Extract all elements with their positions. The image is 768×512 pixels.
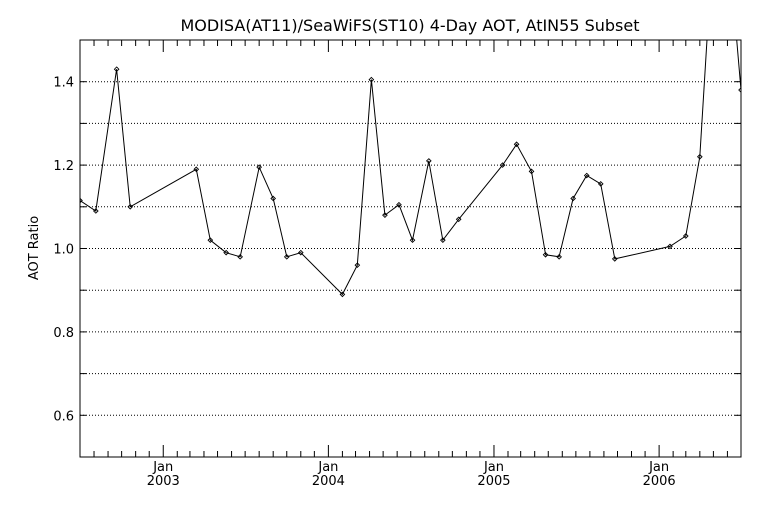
data-point: [283, 254, 290, 260]
data-point: [611, 256, 618, 262]
x-tick-year-label: 2006: [643, 474, 676, 489]
data-point: [193, 166, 200, 173]
data-point: [270, 195, 277, 202]
data-point: [339, 291, 346, 298]
data-point: [425, 158, 432, 164]
data-point: [556, 254, 562, 260]
data-point: [113, 66, 120, 73]
data-point: [682, 233, 689, 239]
data-point: [297, 249, 304, 256]
data-point: [597, 181, 604, 187]
data-point: [92, 208, 99, 214]
data-point: [80, 197, 83, 204]
x-tick-month-label: Jan: [483, 460, 504, 475]
y-axis-label: AOT Ratio: [27, 216, 42, 280]
data-point: [409, 237, 416, 243]
data-point: [528, 168, 535, 175]
data-point: [223, 249, 229, 256]
data-point: [513, 141, 520, 148]
data-point: [237, 254, 243, 260]
data-point: [696, 153, 703, 160]
axis-ticks: [79, 40, 742, 457]
x-tick-month-label: Jan: [317, 460, 338, 475]
series-line: [80, 40, 741, 296]
y-tick-label: 0.8: [53, 326, 74, 341]
data-point: [738, 87, 741, 93]
data-point: [570, 195, 576, 202]
data-point: [256, 164, 262, 171]
data-point: [667, 243, 673, 250]
data-point: [127, 203, 134, 210]
data-point: [396, 201, 402, 208]
x-tick-month-label: Jan: [648, 460, 669, 475]
x-tick-year-label: 2005: [477, 474, 510, 489]
data-point: [734, 29, 738, 33]
grid-lines: [80, 81, 741, 416]
y-tick-label: 1.4: [53, 76, 74, 91]
data-point: [440, 237, 446, 243]
data-point: [583, 172, 590, 179]
series-aot-ratio: [80, 29, 741, 298]
y-tick-label: 1.0: [53, 243, 74, 258]
y-tick-label: 1.2: [53, 159, 74, 174]
x-tick-month-label: Jan: [152, 460, 173, 475]
data-point: [499, 162, 506, 168]
data-point: [455, 216, 462, 223]
data-point: [542, 251, 549, 258]
data-point: [382, 212, 388, 218]
data-point: [368, 76, 375, 83]
x-tick-year-label: 2004: [312, 474, 345, 489]
x-tick-year-label: 2003: [147, 474, 180, 489]
plot-frame: [79, 39, 742, 458]
y-tick-label: 0.6: [53, 409, 74, 424]
data-point: [207, 237, 214, 243]
data-point: [354, 262, 361, 269]
chart-title: MODISA(AT11)/SeaWiFS(ST10) 4-Day AOT, At…: [180, 16, 639, 35]
tick-labels: 0.60.81.01.21.4Jan2003Jan2004Jan2005Jan2…: [53, 76, 675, 489]
